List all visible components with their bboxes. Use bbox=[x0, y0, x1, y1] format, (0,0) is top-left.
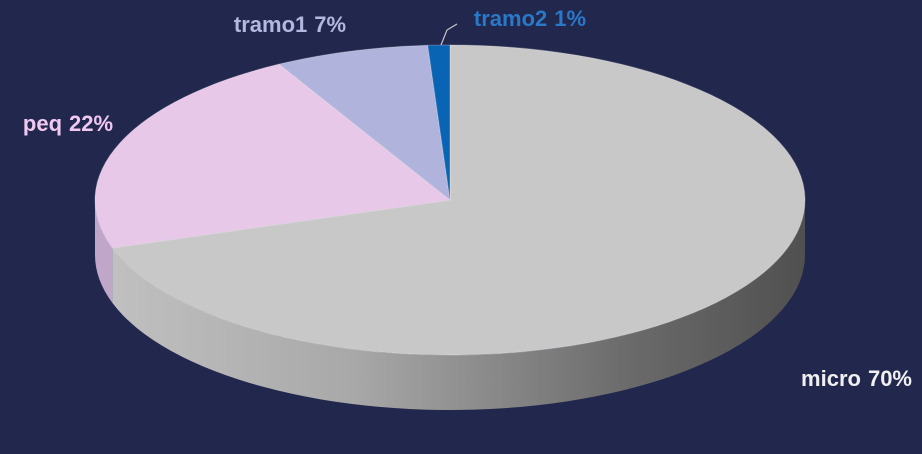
slice bbox=[111, 44, 806, 410]
value-label: 70% bbox=[868, 366, 912, 391]
slice-top bbox=[427, 44, 451, 201]
slice-top bbox=[94, 63, 452, 249]
category-name: micro bbox=[801, 366, 861, 391]
slice-side bbox=[95, 200, 113, 303]
slice-label: tramo2 1% bbox=[474, 6, 586, 31]
category-name: tramo1 bbox=[234, 12, 307, 37]
value-label: 22% bbox=[69, 111, 113, 136]
slice bbox=[94, 63, 452, 303]
value-label: 7% bbox=[314, 12, 346, 37]
slice-top bbox=[111, 44, 806, 356]
value-label: 1% bbox=[554, 6, 586, 31]
category-name: tramo2 bbox=[474, 6, 547, 31]
slice bbox=[277, 44, 451, 202]
slice-side bbox=[112, 200, 805, 410]
slice bbox=[427, 44, 451, 201]
slice-label: peq 22% bbox=[23, 111, 113, 136]
category-name: peq bbox=[23, 111, 62, 136]
leader-line bbox=[440, 23, 458, 46]
slice-top bbox=[277, 44, 451, 202]
slice-label: tramo1 7% bbox=[234, 12, 346, 37]
slice-label: micro 70% bbox=[801, 366, 912, 391]
